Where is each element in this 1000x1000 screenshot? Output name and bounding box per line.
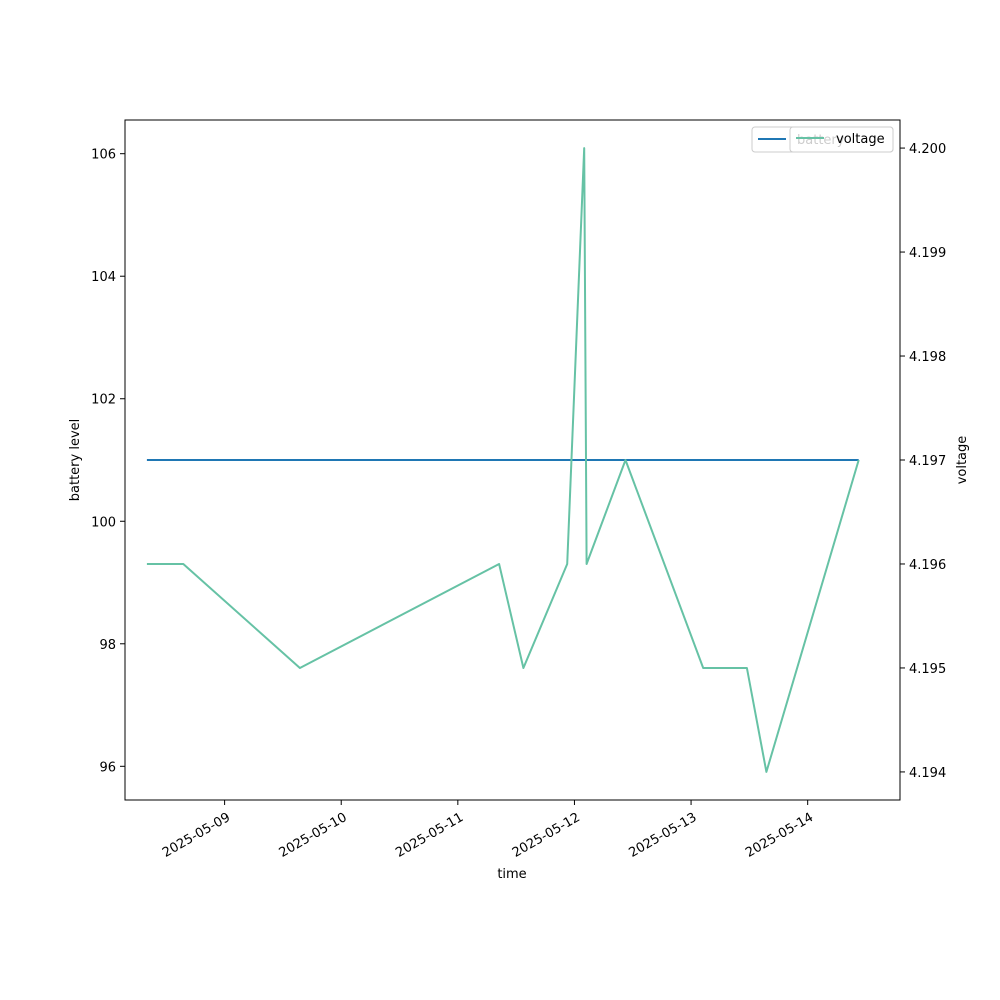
series-layer [146,147,860,773]
y-left-tick-label: 106 [91,148,116,163]
y-left-tick-label: 100 [91,515,116,530]
y-left-tick-label: 104 [91,270,116,285]
y-left-tick-label: 102 [91,393,116,408]
y-left-tick-label: 96 [99,760,116,775]
legend-voltage-box [789,126,894,153]
y-right-tick-label: 4.199 [909,246,946,261]
y-left-axis: 96 98 100 102 104 106 [91,148,125,775]
y-left-tick-label: 98 [99,638,116,653]
y-right-tick-label: 4.196 [909,558,946,573]
legend-voltage: voltage [789,126,894,153]
legend-voltage-label: voltage [836,132,885,147]
y-right-axis-label: voltage [955,436,970,485]
x-axis-label: time [497,867,526,882]
y-right-tick-label: 4.198 [909,350,946,365]
y-right-tick-label: 4.200 [909,142,946,157]
series-line-voltage [146,147,860,773]
y-right-tick-label: 4.194 [909,766,946,781]
y-right-axis: 4.194 4.195 4.196 4.197 4.198 4.199 4.200 [900,142,946,781]
y-left-axis-label: battery level [68,419,83,502]
y-right-tick-label: 4.195 [909,662,946,677]
y-right-tick-label: 4.197 [909,454,946,469]
